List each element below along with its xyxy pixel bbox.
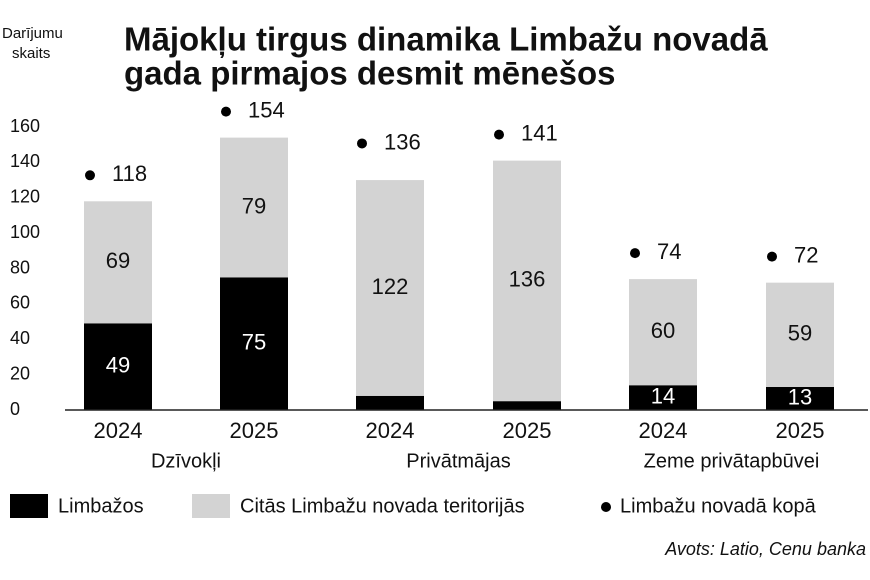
value-label: 79 (242, 193, 266, 218)
total-label: 74 (657, 239, 681, 264)
y-tick-label: 0 (10, 399, 20, 419)
total-marker (85, 170, 95, 181)
value-label: 14 (651, 383, 675, 408)
value-label: 75 (242, 329, 266, 354)
value-label: 13 (788, 384, 812, 409)
bar-segment (356, 395, 424, 410)
legend-label: Citās Limbažu novada teritorijās (240, 495, 525, 517)
legend-label: Limbažos (58, 495, 144, 517)
group-label: Privātmājas (406, 450, 510, 472)
bar-segment (766, 282, 834, 388)
value-label: 59 (788, 321, 812, 346)
total-label: 136 (384, 129, 421, 154)
bar-segment (629, 279, 697, 386)
value-label: 60 (651, 318, 675, 343)
y-tick-label: 20 (10, 363, 30, 383)
group-label: Zeme privātapbūvei (644, 450, 820, 472)
value-label: 49 (106, 352, 130, 377)
x-tick-label: 2024 (639, 418, 688, 443)
bar-segment (220, 277, 288, 410)
y-tick-label: 60 (10, 293, 30, 313)
total-label: 118 (112, 161, 147, 186)
y-axis-label: skaits (12, 45, 50, 62)
total-label: 154 (248, 97, 285, 122)
total-label: 141 (521, 120, 558, 145)
bar-segment (493, 160, 561, 402)
group-label: Dzīvokļi (151, 450, 221, 472)
y-tick-label: 40 (10, 328, 30, 348)
value-label: 122 (372, 274, 409, 299)
total-marker (767, 251, 777, 262)
total-marker (357, 138, 367, 149)
bar-segment (766, 387, 834, 410)
bar-segment (220, 137, 288, 278)
total-label: 72 (794, 242, 818, 267)
x-tick-label: 2025 (776, 418, 825, 443)
total-marker (221, 106, 231, 117)
legend-swatch (192, 494, 230, 518)
y-tick-label: 160 (10, 116, 40, 136)
y-tick-label: 140 (10, 151, 40, 171)
total-marker (630, 248, 640, 259)
bar-segment (84, 323, 152, 410)
legend-swatch (10, 494, 48, 518)
total-marker (494, 129, 504, 140)
value-label: 136 (509, 267, 546, 292)
chart-title: gada pirmajos desmit mēnešos (124, 55, 616, 92)
x-tick-label: 2024 (94, 418, 143, 443)
y-tick-label: 120 (10, 187, 40, 207)
legend-label: Limbažu novadā kopā (620, 495, 817, 517)
chart-title: Mājokļu tirgus dinamika Limbažu novadā (124, 21, 768, 58)
bar-segment (356, 180, 424, 396)
bar-segment (493, 401, 561, 410)
y-tick-label: 80 (10, 257, 30, 277)
value-label: 69 (106, 248, 130, 273)
legend-marker (601, 502, 611, 512)
y-axis-label: Darījumu (2, 25, 63, 42)
bar-segment (629, 385, 697, 410)
y-tick-label: 100 (10, 222, 40, 242)
bar-segment (84, 201, 152, 324)
x-tick-label: 2025 (503, 418, 552, 443)
x-tick-label: 2024 (366, 418, 415, 443)
x-tick-label: 2025 (230, 418, 279, 443)
source: Avots: Latio, Cenu banka (664, 539, 866, 559)
